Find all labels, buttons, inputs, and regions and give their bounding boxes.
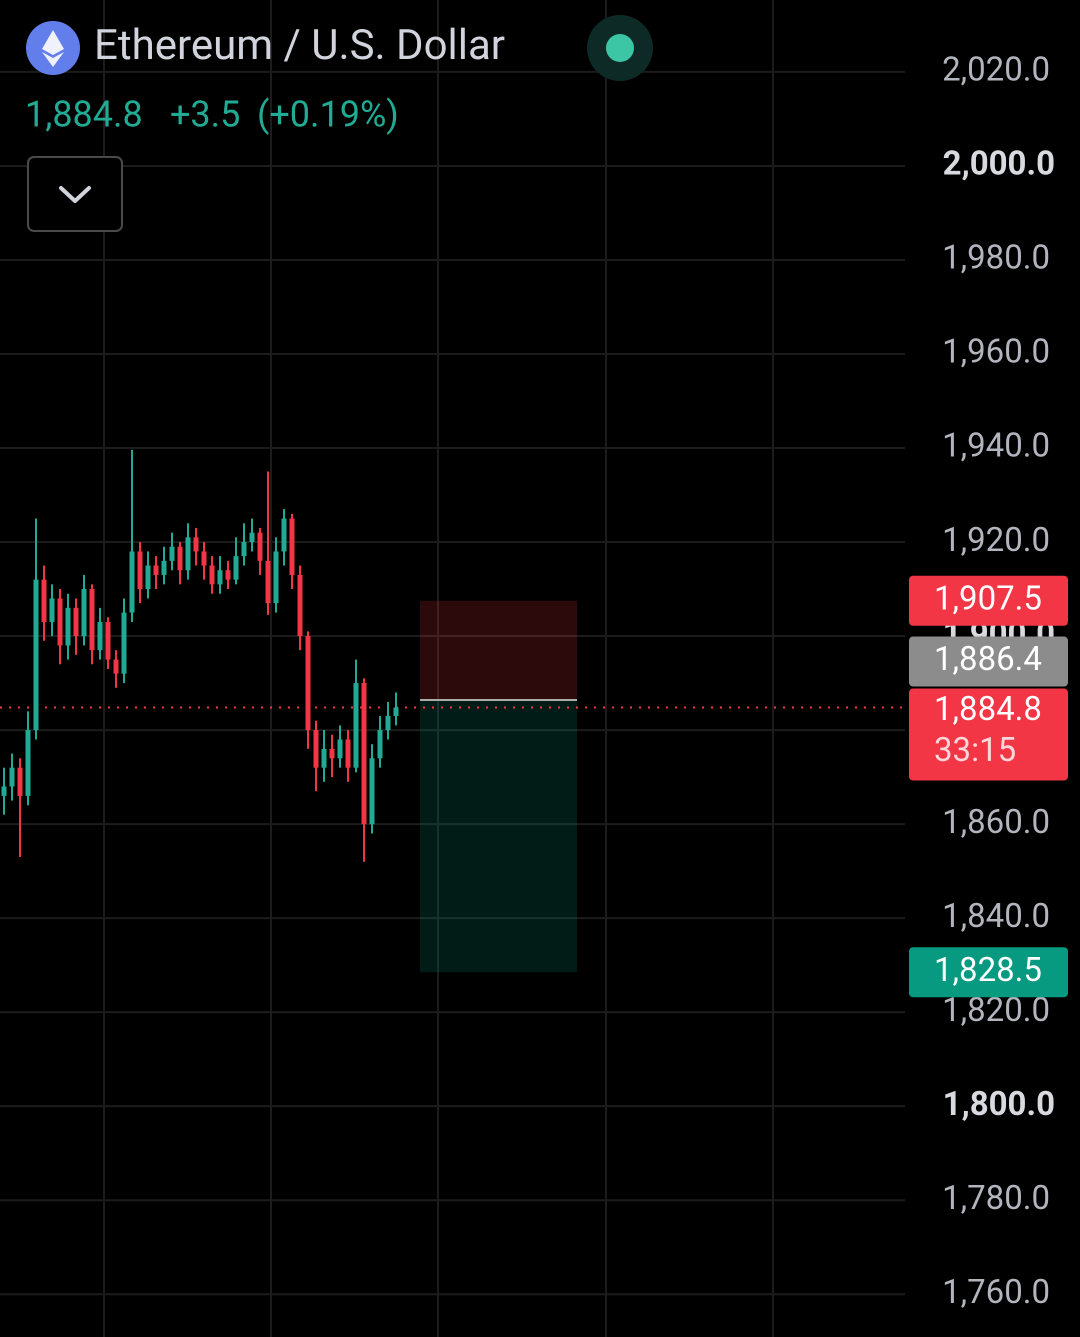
candle-body (361, 683, 367, 825)
y-tick-label: 1,920.0 (942, 521, 1050, 560)
candle-body (121, 612, 127, 674)
candle-body (377, 730, 383, 759)
target-zone (420, 699, 577, 973)
change: +3.5 (170, 94, 240, 136)
header: Ethereum / U.S. Dollar 1,884.8 +3.5 (+0.… (25, 15, 653, 232)
candle-body (97, 621, 103, 651)
candle-body (321, 748, 327, 768)
candle-body (233, 556, 239, 580)
candle-body (337, 739, 343, 759)
eth-glyph (42, 30, 64, 67)
y-tick-label: 1,960.0 (942, 333, 1050, 372)
candle-body (289, 518, 295, 575)
last-price-label: 1,884.8 (934, 690, 1042, 729)
candle-body (33, 579, 39, 731)
candle-body (257, 532, 263, 561)
y-tick-label: 2,000.0 (943, 145, 1055, 184)
status-dot (606, 34, 634, 62)
dropdown-button[interactable] (27, 156, 123, 232)
y-tick-label: 1,820.0 (942, 991, 1050, 1030)
candle-body (329, 748, 335, 759)
stop-label: 1,907.5 (934, 580, 1042, 619)
horizontal-grid (0, 70, 905, 1296)
candle-body (145, 565, 151, 590)
countdown-label: 33:15 (934, 731, 1016, 770)
candle-body (297, 574, 303, 637)
candle-body (249, 532, 255, 543)
candle-body (17, 767, 23, 796)
last-price-marker (909, 688, 1068, 781)
candle-body (385, 715, 391, 731)
candle-body (393, 707, 399, 716)
candle-body (217, 570, 223, 585)
y-tick-label: 1,940.0 (942, 427, 1050, 466)
y-tick-label: 1,980.0 (942, 239, 1050, 278)
candle-body (305, 636, 311, 731)
chevron (59, 186, 91, 203)
target-label: 1,828.5 (934, 951, 1042, 990)
last-price: 1,884.8 (25, 94, 143, 136)
candle-body (313, 730, 319, 768)
position-tool (0, 600, 905, 973)
candle-body (65, 607, 71, 646)
candle-body (105, 621, 111, 660)
candle-body (265, 560, 271, 604)
candle-body (153, 565, 159, 575)
candle-body (353, 683, 359, 768)
symbol-title: Ethereum / U.S. Dollar (94, 21, 505, 70)
candle-body (161, 560, 167, 575)
y-tick-label: 1,860.0 (942, 803, 1050, 842)
candle-body (185, 537, 191, 571)
entry-marker (909, 636, 1068, 687)
candle-body (225, 570, 231, 580)
candle-body (201, 551, 207, 566)
candle-body (89, 589, 95, 651)
candle-body (49, 598, 55, 622)
candle-body (369, 758, 375, 825)
candle-body (9, 767, 15, 787)
entry-label: 1,886.4 (934, 640, 1042, 679)
price-markers: 1,907.5 1,886.4 1,884.833:15 1,828.5 (909, 575, 1068, 998)
candle-body (281, 518, 287, 552)
candle-body (273, 551, 279, 604)
y-tick-label: 1,780.0 (942, 1179, 1050, 1218)
y-tick-label: 1,840.0 (942, 897, 1050, 936)
candle-body (177, 546, 183, 571)
candles (1, 449, 399, 862)
candle-body (193, 537, 199, 552)
candle-body (129, 551, 135, 613)
candle-body (137, 551, 143, 590)
candle-body (169, 546, 175, 561)
candle-body (113, 659, 119, 674)
y-tick-label: 1,760.0 (942, 1273, 1050, 1312)
candle-body (81, 589, 87, 637)
candle-body (209, 565, 215, 585)
stop-zone (420, 600, 577, 700)
candle-body (345, 739, 351, 768)
candle-body (1, 786, 7, 796)
stop-marker (909, 575, 1068, 626)
y-tick-label: 2,020.0 (942, 51, 1050, 90)
target-marker (909, 947, 1068, 998)
candle-body (41, 579, 47, 622)
candle-body (25, 730, 31, 796)
candle-body (73, 607, 79, 637)
change-percent: (+0.19%) (257, 94, 399, 136)
candle-body (57, 598, 63, 646)
y-tick-label: 1,800.0 (943, 1085, 1055, 1124)
candle-body (241, 542, 247, 557)
